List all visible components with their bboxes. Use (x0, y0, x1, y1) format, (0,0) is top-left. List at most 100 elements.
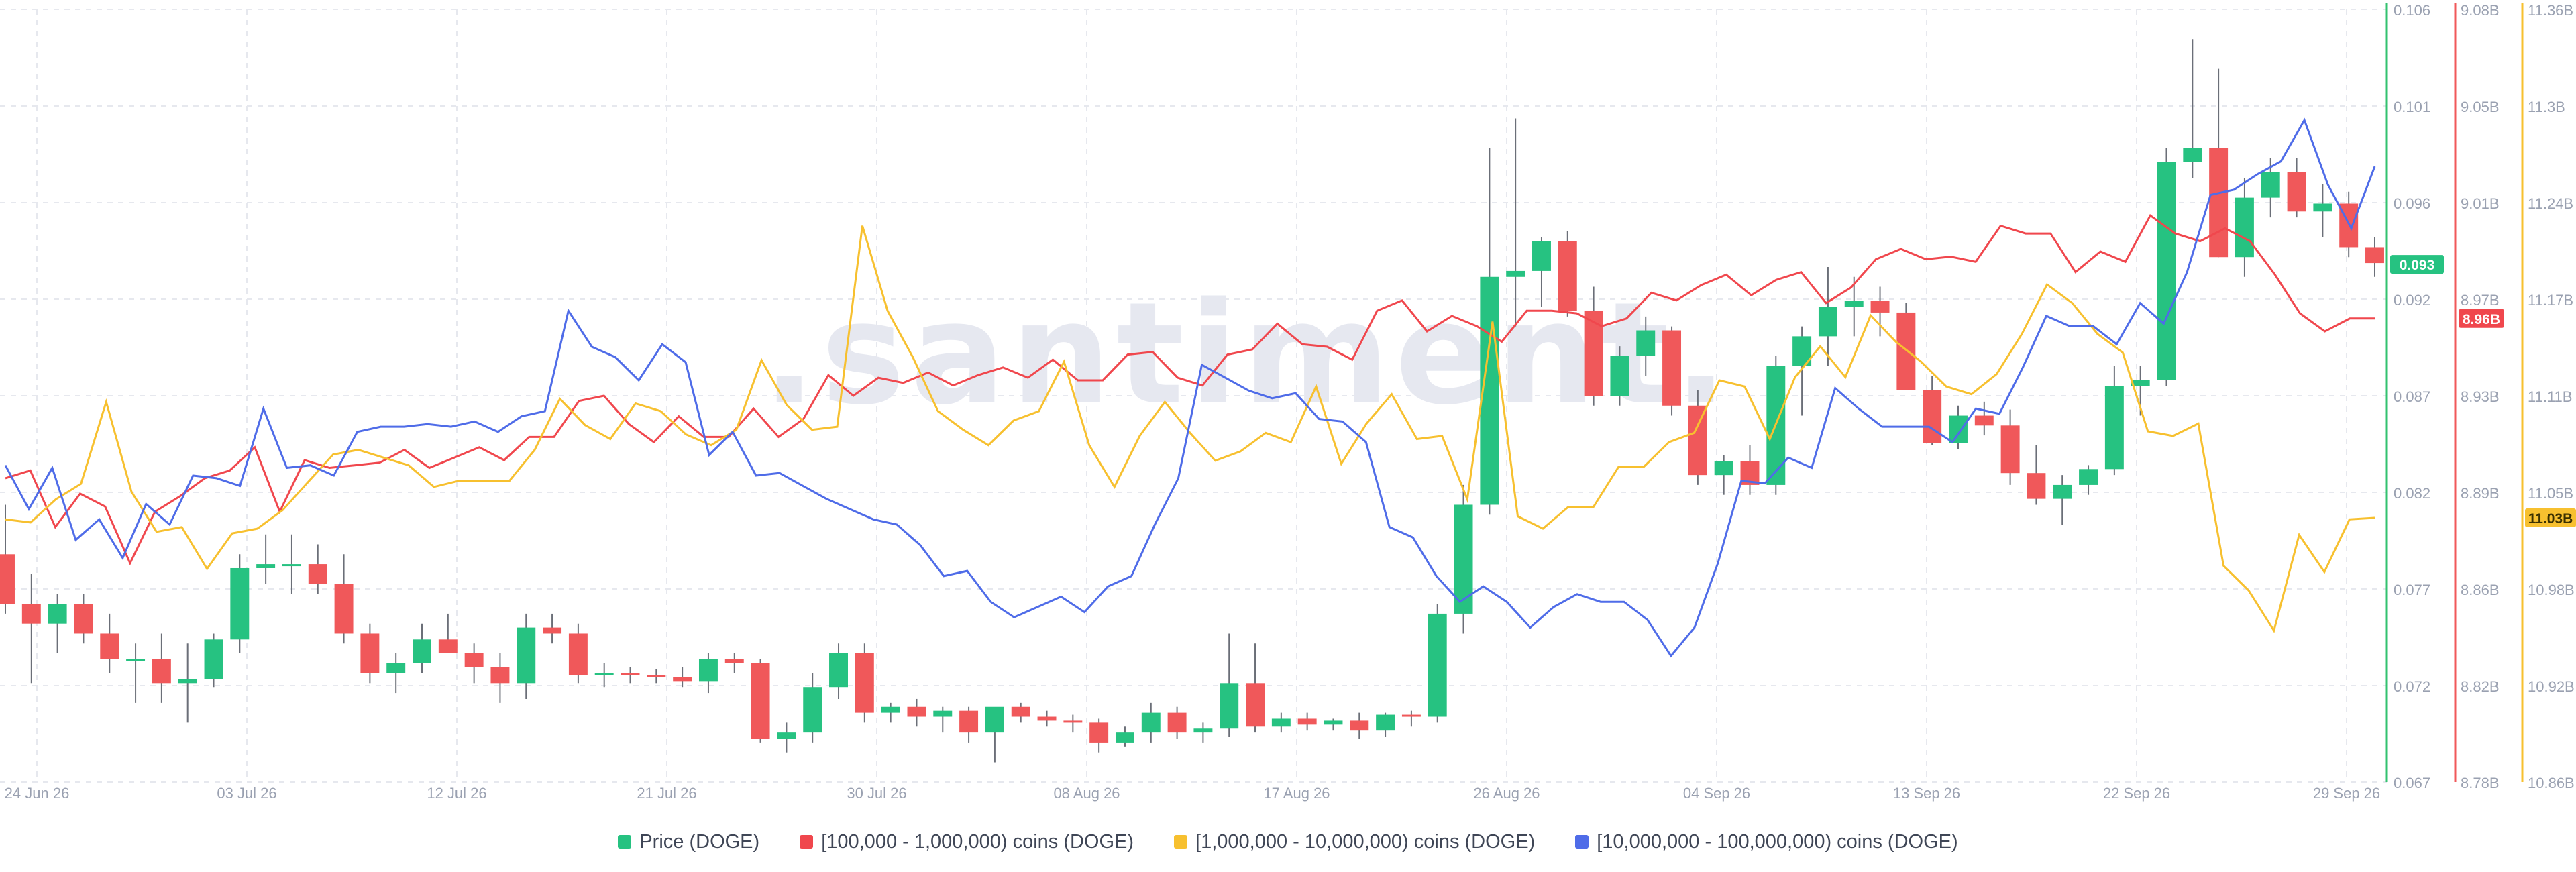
price-candle[interactable] (360, 633, 380, 673)
price-candle[interactable] (256, 564, 276, 568)
price-candle[interactable] (2104, 386, 2124, 470)
series-line-blue[interactable] (4, 117, 2376, 658)
legend-item-red[interactable]: [100,000 - 1,000,000) coins (DOGE) (800, 831, 1134, 853)
price-candle[interactable] (2235, 197, 2254, 258)
price-candle[interactable] (907, 706, 926, 717)
legend-item-yellow[interactable]: [1,000,000 - 10,000,000) coins (DOGE) (1174, 831, 1535, 853)
price-candle[interactable] (2157, 162, 2176, 380)
price-candle[interactable] (282, 564, 301, 567)
price-candle[interactable] (1714, 461, 1733, 476)
price-candles[interactable] (0, 39, 2384, 763)
price-candle[interactable] (751, 663, 770, 739)
price-candle[interactable] (1974, 415, 1994, 426)
price-candle[interactable] (413, 639, 431, 663)
price-candle[interactable] (959, 710, 979, 733)
price-candle[interactable] (517, 627, 536, 684)
series-line-red[interactable] (5, 213, 2375, 566)
price-candle[interactable] (933, 710, 953, 717)
price-candle[interactable] (1246, 683, 1265, 727)
price-candle[interactable] (855, 653, 874, 713)
price-candle[interactable] (1220, 683, 1239, 729)
price-candle[interactable] (1063, 720, 1083, 723)
price-candle[interactable] (2131, 380, 2150, 386)
price-candle[interactable] (2365, 247, 2384, 264)
price-candle[interactable] (126, 659, 146, 661)
price-candle[interactable] (698, 659, 718, 682)
price-candle[interactable] (2027, 473, 2046, 499)
price-candle[interactable] (1376, 714, 1395, 731)
price-candle[interactable] (724, 659, 744, 663)
price-candle[interactable] (386, 663, 406, 673)
series-line-yellow[interactable] (5, 225, 2375, 633)
price-candle[interactable] (1193, 728, 1213, 733)
price-candle[interactable] (1870, 301, 1890, 313)
price-candle[interactable] (438, 639, 458, 653)
price-candle[interactable] (2183, 148, 2202, 162)
price-candle[interactable] (21, 604, 41, 624)
price-candle[interactable] (0, 554, 15, 604)
price-candle[interactable] (2261, 172, 2280, 198)
price-candle[interactable] (152, 659, 171, 684)
price-candle[interactable] (1271, 718, 1291, 727)
price-candle[interactable] (1350, 720, 1369, 731)
price-candle[interactable] (543, 627, 562, 634)
price-candle[interactable] (1896, 312, 1916, 390)
price-candle[interactable] (1558, 241, 1577, 311)
price-candle[interactable] (464, 653, 484, 667)
red-axis-tick-label: 8.97B (2461, 292, 2500, 309)
price-candle[interactable] (568, 633, 588, 675)
price-candle[interactable] (673, 677, 692, 682)
red-current-label: 8.96B (2463, 312, 2500, 327)
legend-item-blue[interactable]: [10,000,000 - 100,000,000) coins (DOGE) (1575, 831, 1958, 853)
price-candle[interactable] (1584, 310, 1603, 396)
price-candle[interactable] (2053, 484, 2072, 499)
red-axis-tick-label: 9.01B (2461, 195, 2500, 212)
price-candle[interactable] (829, 653, 848, 688)
price-candle[interactable] (334, 584, 354, 634)
price-candle[interactable] (230, 567, 250, 640)
price-candle[interactable] (777, 732, 796, 739)
price-candle[interactable] (647, 675, 666, 677)
price-candle[interactable] (594, 673, 614, 675)
price-candle[interactable] (803, 687, 822, 733)
price-candle[interactable] (1037, 716, 1057, 721)
price-candle[interactable] (48, 604, 67, 624)
price-candle[interactable] (1115, 732, 1134, 743)
price-candle[interactable] (621, 673, 640, 675)
price-candle[interactable] (1506, 270, 1525, 277)
price-candle[interactable] (1167, 712, 1187, 733)
red-axis-tick-label: 8.82B (2461, 678, 2500, 695)
price-candle[interactable] (1297, 718, 1317, 725)
price-candle[interactable] (308, 564, 327, 584)
x-tick-label: 17 Aug 26 (1263, 785, 1330, 802)
price-candle[interactable] (1818, 307, 1837, 337)
price-candle[interactable] (1011, 706, 1030, 717)
price-candle[interactable] (2000, 425, 2020, 474)
price-candle[interactable] (1428, 613, 1447, 717)
price-candle[interactable] (1610, 356, 1629, 396)
price-candle[interactable] (1949, 415, 1968, 443)
price-candle[interactable] (1141, 712, 1161, 733)
price-candle[interactable] (74, 604, 93, 634)
price-candle[interactable] (178, 679, 197, 684)
price-candle[interactable] (204, 639, 223, 679)
price-candle[interactable] (2079, 469, 2098, 485)
price-candle[interactable] (100, 633, 119, 659)
price-candle[interactable] (881, 706, 900, 713)
price-candle[interactable] (1662, 330, 1682, 406)
price-candle[interactable] (1636, 330, 1656, 356)
price-candle[interactable] (1923, 390, 1942, 443)
price-candle[interactable] (2313, 203, 2332, 212)
price-candle[interactable] (985, 706, 1004, 733)
price-candle[interactable] (2287, 172, 2306, 212)
price-candle[interactable] (1324, 720, 1343, 725)
legend-item-price[interactable]: Price (DOGE) (618, 831, 759, 853)
price-candle[interactable] (1401, 714, 1421, 717)
price-candle[interactable] (1688, 405, 1707, 476)
price-candle[interactable] (1089, 722, 1109, 743)
chart-canvas[interactable]: .santiment. 0.1060.1010.0960.0920.0870.0… (0, 0, 2576, 818)
price-candle[interactable] (490, 667, 510, 684)
price-candle[interactable] (2209, 148, 2229, 258)
price-candle[interactable] (1532, 241, 1551, 271)
price-candle[interactable] (1844, 301, 1864, 307)
